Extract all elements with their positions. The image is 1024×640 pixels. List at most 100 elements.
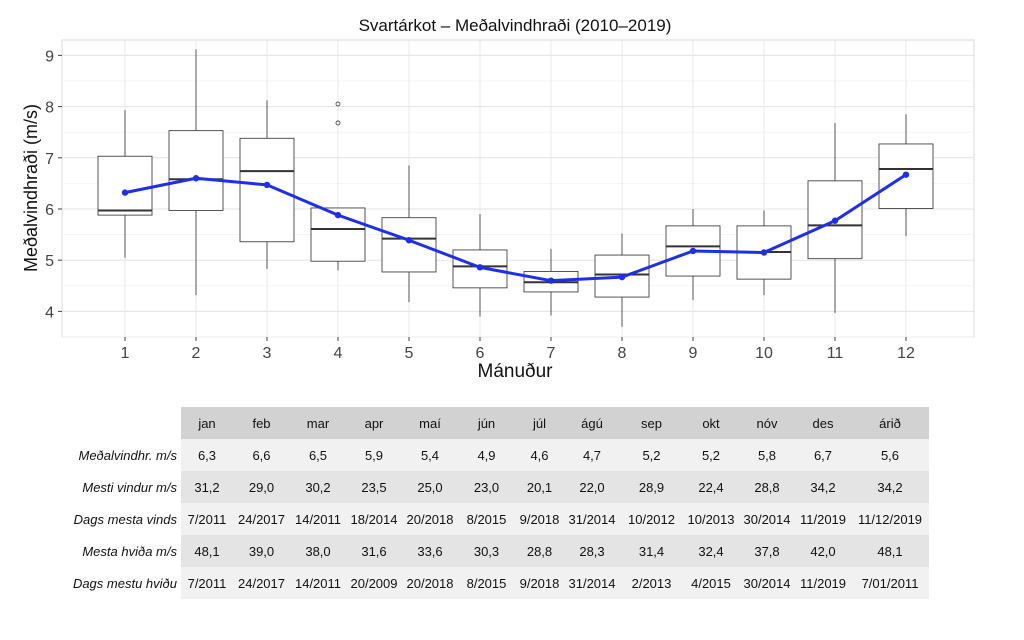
- table-cell: 24/2017: [233, 567, 290, 599]
- table-cell: 5,2: [620, 439, 683, 471]
- boxplot-chart: Svartárkot – Meðalvindhraði (2010–2019) …: [21, 16, 975, 382]
- table-cell: 30/2014: [739, 567, 795, 599]
- outlier-point: [335, 101, 341, 107]
- mean-point: [547, 277, 555, 284]
- column-header: nóv: [739, 407, 795, 439]
- table-cell: 34,2: [851, 471, 929, 503]
- x-tick-label: 3: [263, 345, 272, 362]
- table-cell: 5,9: [346, 439, 402, 471]
- table-cell: 29,0: [233, 471, 290, 503]
- table-cell: 6,7: [795, 439, 851, 471]
- table-cell: 28,3: [564, 535, 620, 567]
- table-cell: 22,4: [683, 471, 739, 503]
- mean-point: [760, 249, 768, 256]
- table-cell: 28,8: [515, 535, 564, 567]
- table-row: Dags mesta vinds 7/2011 24/2017 14/2011 18/2…: [14, 503, 929, 535]
- table-cell: 11/2019: [795, 567, 851, 599]
- mean-point: [831, 217, 839, 224]
- column-header: mar: [290, 407, 346, 439]
- table-cell: 4/2015: [683, 567, 739, 599]
- box-2: [168, 49, 224, 296]
- row-label: Dags mestu hviðu: [14, 567, 181, 599]
- y-tick-label: 5: [45, 253, 54, 270]
- box-iqr: [239, 137, 295, 243]
- x-tick-label: 11: [827, 345, 844, 362]
- box-iqr: [97, 155, 153, 216]
- row-label: Dags mesta vinds: [14, 503, 181, 535]
- mean-point: [334, 211, 342, 219]
- mean-point: [263, 181, 271, 189]
- table-cell: 9/2018: [515, 567, 564, 599]
- stats-table: jan feb mar apr maí jún júl ágú sep okt nóv des árið…: [14, 407, 929, 599]
- table-cell: 4,6: [515, 439, 564, 471]
- mean-point: [902, 171, 910, 178]
- table-cell: 5,8: [739, 439, 795, 471]
- x-tick-label: 7: [547, 345, 556, 362]
- table-cell: 31,6: [346, 535, 402, 567]
- table-cell: 23,5: [346, 471, 402, 503]
- x-tick-label: 4: [334, 345, 343, 362]
- table-cell: 9/2018: [515, 503, 564, 535]
- table-cell: 7/2011: [181, 503, 233, 535]
- table-corner: [14, 407, 181, 439]
- table-cell: 24/2017: [233, 503, 290, 535]
- table-cell: 38,0: [290, 535, 346, 567]
- table-cell: 2/2013: [620, 567, 683, 599]
- y-tick-label: 8: [45, 100, 54, 117]
- table-cell: 22,0: [564, 471, 620, 503]
- x-axis: 1 2 3 4 5 6 7 8 9 10 11 12: [121, 337, 915, 362]
- table-header-row: jan feb mar apr maí jún júl ágú sep okt nóv des árið: [14, 407, 929, 439]
- table-body: Meðalvindhr. m/s 6,3 6,6 6,5 5,9 5,4 4,9 4,6 4,7…: [14, 439, 929, 599]
- x-tick-label: 8: [618, 345, 627, 362]
- table-cell: 10/2012: [620, 503, 683, 535]
- mean-point: [192, 175, 200, 182]
- row-label: Mesta hviða m/s: [14, 535, 181, 567]
- box-iqr: [168, 130, 224, 211]
- column-header: maí: [402, 407, 458, 439]
- table-cell: 7/01/2011: [851, 567, 929, 599]
- table-cell: 5,2: [683, 439, 739, 471]
- x-tick-label: 5: [405, 345, 414, 362]
- x-tick-label: 9: [689, 345, 698, 362]
- table-cell: 34,2: [795, 471, 851, 503]
- x-tick-label: 12: [897, 345, 915, 362]
- table-cell: 11/12/2019: [851, 503, 929, 535]
- table-cell: 28,8: [739, 471, 795, 503]
- table-cell: 18/2014: [346, 503, 402, 535]
- table-cell: 20/2018: [402, 567, 458, 599]
- mean-point: [476, 264, 484, 271]
- column-header: jún: [458, 407, 515, 439]
- table-cell: 31,4: [620, 535, 683, 567]
- table-row: Meðalvindhr. m/s 6,3 6,6 6,5 5,9 5,4 4,9 4,6 4,7…: [14, 439, 929, 471]
- y-tick-label: 6: [45, 202, 54, 219]
- table-cell: 8/2015: [458, 503, 515, 535]
- column-header: feb: [233, 407, 290, 439]
- table-cell: 31/2014: [564, 503, 620, 535]
- table-cell: 20/2009: [346, 567, 402, 599]
- table-cell: 14/2011: [290, 567, 346, 599]
- column-header: sep: [620, 407, 683, 439]
- column-header: júl: [515, 407, 564, 439]
- table-cell: 4,9: [458, 439, 515, 471]
- box-1: [97, 110, 153, 258]
- table-cell: 14/2011: [290, 503, 346, 535]
- y-tick-label: 9: [45, 48, 54, 65]
- table-cell: 6,5: [290, 439, 346, 471]
- column-header: apr: [346, 407, 402, 439]
- table-cell: 28,9: [620, 471, 683, 503]
- column-header: des: [795, 407, 851, 439]
- table-cell: 31,2: [181, 471, 233, 503]
- table-row: Mesti vindur m/s 31,2 29,0 30,2 23,5 25,0 23,0…: [14, 471, 929, 503]
- mean-point: [689, 247, 697, 255]
- row-label: Meðalvindhr. m/s: [14, 439, 181, 471]
- box-iqr: [381, 217, 437, 273]
- table-cell: 5,4: [402, 439, 458, 471]
- box-iqr: [310, 207, 366, 262]
- table-cell: 6,3: [181, 439, 233, 471]
- chart-title: Svartárkot – Meðalvindhraði (2010–2019): [359, 16, 672, 35]
- table-cell: 23,0: [458, 471, 515, 503]
- column-header: okt: [683, 407, 739, 439]
- table-cell: 33,6: [402, 535, 458, 567]
- y-axis-title: Meðalvindhraði (m/s): [21, 104, 41, 272]
- y-axis: 4 5 6 7 8 9: [45, 48, 62, 321]
